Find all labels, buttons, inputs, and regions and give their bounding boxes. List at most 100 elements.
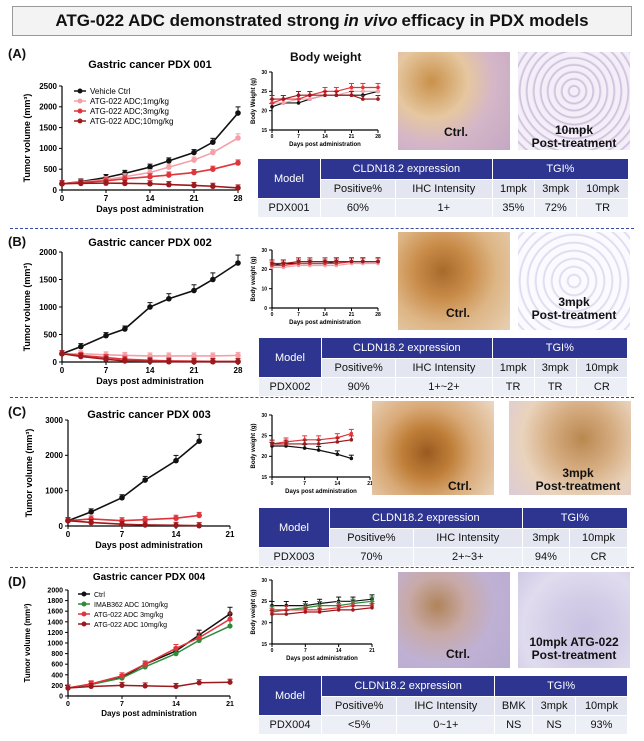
- y-axis-label: Body weight (g): [251, 424, 257, 469]
- y-tick-label: 400: [51, 672, 63, 679]
- cell: 72%: [534, 198, 578, 218]
- series-line: [272, 445, 352, 459]
- x-tick-label: 0: [60, 194, 65, 203]
- data-point: [166, 295, 172, 302]
- y-tick-label: 1200: [47, 630, 63, 637]
- data-point: [122, 326, 128, 332]
- x-axis-label: Days post administration: [95, 540, 203, 550]
- data-point: [88, 519, 94, 526]
- data-point: [270, 261, 274, 266]
- data-point: [376, 85, 380, 90]
- data-point: [334, 93, 339, 97]
- data-point: [361, 85, 365, 90]
- data-point: [196, 680, 202, 686]
- title-text: ATG-022 ADC demonstrated strong: [55, 11, 340, 30]
- x-tick-label: 0: [66, 530, 71, 539]
- cell: 1+: [394, 198, 493, 218]
- th-tgi: TGI%: [494, 675, 628, 697]
- data-point: [142, 516, 148, 523]
- data-point: [270, 105, 274, 109]
- data-point: [376, 97, 380, 101]
- data-point: [235, 260, 241, 266]
- data-point: [103, 332, 109, 339]
- legend-label: ATG-022 ADC 3mg/kg: [94, 612, 163, 619]
- data-point: [281, 261, 286, 266]
- cell: PDX004: [258, 715, 322, 735]
- sub-header: Positive%: [320, 358, 397, 378]
- data-point: [147, 180, 153, 187]
- data-point: [281, 97, 286, 101]
- data-point: [65, 685, 71, 691]
- y-tick-label: 1400: [47, 619, 63, 626]
- x-tick-label: 0: [271, 312, 274, 318]
- data-point: [166, 353, 172, 359]
- x-axis-label: Days post administration: [96, 204, 204, 214]
- data-point: [191, 169, 197, 176]
- x-tick-label: 0: [271, 648, 274, 654]
- data-point: [303, 610, 308, 614]
- y-tick-label: 1000: [45, 486, 63, 495]
- data-point: [227, 679, 233, 685]
- data-point: [316, 448, 321, 452]
- sub-header: Positive%: [329, 528, 414, 548]
- tgi-table-pdx002: Model CLDN18.2 expression TGI% Positive%…: [258, 337, 629, 397]
- data-point: [147, 164, 153, 170]
- data-point: [308, 259, 312, 264]
- y-tick-label: 600: [51, 662, 63, 669]
- data-point: [173, 515, 179, 522]
- tumor-volume-chart-pdx001: Gastric cancer PDX 001 0 7 14 21 28 0 500 1000 15…: [22, 59, 243, 214]
- data-point: [284, 442, 288, 446]
- y-axis-label: Body Weight (g): [251, 78, 257, 124]
- x-tick-label: 14: [322, 134, 328, 140]
- data-point: [349, 259, 354, 264]
- cell: TR: [576, 198, 629, 218]
- y-tick-label: 2000: [39, 248, 57, 257]
- panel-label-c: (C): [8, 404, 27, 419]
- data-point: [336, 608, 341, 612]
- x-tick-label: 21: [369, 648, 375, 654]
- data-point: [235, 160, 241, 166]
- cell: NS: [494, 715, 534, 735]
- sub-header: 3mpk: [532, 696, 576, 716]
- series-line: [271, 433, 352, 445]
- cell: 35%: [491, 198, 536, 218]
- series-line: [67, 519, 200, 527]
- data-point: [270, 101, 274, 105]
- x-axis-label: Days post administration: [101, 709, 197, 718]
- legend-marker: [81, 591, 87, 597]
- caption-line: Post-treatment: [531, 136, 617, 150]
- data-point: [361, 97, 365, 101]
- y-axis-label: Body weight (g): [251, 257, 257, 302]
- x-tick-label: 21: [226, 530, 235, 539]
- th-tgi: TGI%: [521, 507, 629, 529]
- data-point: [235, 135, 241, 141]
- sub-header: 10mpk: [569, 528, 628, 548]
- y-tick-label: 15: [261, 475, 267, 481]
- th-expression: CLDN18.2 expression: [320, 675, 496, 697]
- sub-header: 1mpk: [491, 179, 536, 199]
- x-tick-label: 7: [104, 366, 109, 375]
- y-tick-label: 0: [53, 358, 58, 367]
- caption-line: 3mpk: [562, 466, 594, 480]
- cell: 2+~3+: [412, 547, 523, 567]
- data-point: [296, 93, 301, 97]
- x-tick-label: 7: [120, 701, 124, 708]
- data-point: [227, 616, 233, 622]
- y-tick-label: 25: [261, 599, 267, 605]
- data-point: [191, 157, 197, 163]
- caption-line: Post-treatment: [531, 648, 617, 662]
- data-point: [59, 180, 65, 187]
- legend-marker: [77, 98, 83, 104]
- tumor-volume-chart-pdx003: Gastric cancer PDX 003 0 7 14 21 0 1000 2000 300…: [24, 409, 235, 550]
- tgi-table-pdx003: Model CLDN18.2 expression TGI% Positive%…: [258, 507, 629, 567]
- data-point: [235, 352, 241, 359]
- legend-marker: [77, 88, 83, 94]
- y-tick-label: 30: [261, 413, 267, 419]
- data-point: [335, 452, 340, 457]
- ihc-treated-image: [518, 232, 630, 330]
- caption-line: Post-treatment: [535, 479, 621, 493]
- panel-label-b: (B): [8, 234, 27, 249]
- data-point: [308, 93, 312, 97]
- x-tick-label: 21: [190, 194, 199, 203]
- y-tick-label: 0: [59, 522, 64, 531]
